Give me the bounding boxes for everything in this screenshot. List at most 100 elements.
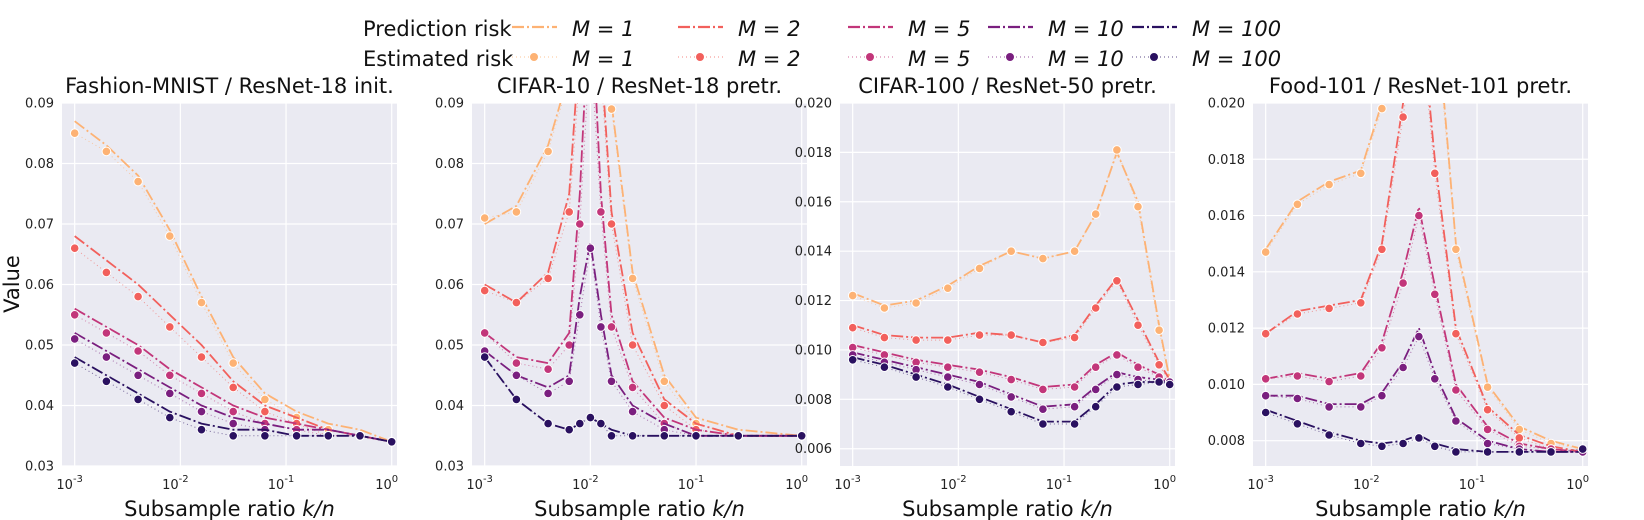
estimated-risk-point [1356, 168, 1366, 179]
estimated-risk-point [943, 283, 953, 294]
y-tick-label: 0.09 [25, 97, 54, 112]
estimated-risk-point [543, 388, 553, 399]
prediction-risk-line [74, 235, 392, 443]
estimated-risk-point [1482, 424, 1493, 435]
estimated-risk-point [1414, 433, 1424, 443]
estimated-risk-point [1398, 112, 1408, 122]
estimated-risk-point [1451, 385, 1461, 395]
y-tick-label: 0.016 [795, 195, 832, 210]
y-tick-label: 0.008 [795, 393, 832, 408]
estimated-risk-point [847, 355, 858, 365]
prediction-risk-line [484, 103, 802, 437]
y-tick-label: 0.014 [1208, 265, 1245, 280]
estimated-risk-point [606, 322, 617, 332]
estimated-risk-point [796, 431, 807, 441]
estimated-risk-point [1038, 253, 1048, 264]
x-tick-label: 100 [1566, 474, 1589, 493]
legend-marker-swatch [1149, 52, 1159, 62]
legend-marker-swatch [1005, 52, 1015, 62]
legend-label-estimated: M = 5 [908, 47, 970, 71]
legend: Prediction risk Estimated risk M = 1M = … [363, 17, 1281, 71]
estimated-risk-point [1006, 374, 1017, 385]
estimated-risk-point [1090, 303, 1101, 313]
estimated-risk-point [69, 334, 80, 344]
legend-entry: M = 5 M = 5 [848, 17, 970, 71]
legend-entry: M = 1 M = 1 [512, 17, 634, 71]
estimated-risk-point [1414, 331, 1424, 342]
estimated-risk-point [479, 328, 490, 338]
estimated-risk-point [1546, 447, 1556, 457]
y-tick-label: 0.04 [435, 399, 464, 414]
estimated-risk-point [165, 231, 175, 241]
estimated-risk-point [1398, 278, 1408, 288]
chart-panel: 0.006 0.008 0.010 0.012 0.014 0.016 0.018 0.020… [795, 74, 1176, 520]
estimated-risk-point [1356, 438, 1366, 449]
estimated-risk-point [133, 291, 143, 302]
estimated-risk-point [1356, 402, 1366, 412]
legend-label-estimated: M = 100 [1192, 47, 1281, 71]
x-tick-label: 10-2 [940, 474, 967, 493]
estimated-risk-point [479, 285, 490, 296]
legend-marker-swatch [695, 52, 705, 62]
estimated-risk-point [355, 431, 365, 441]
estimated-risk-point [1292, 309, 1303, 319]
estimated-risk-point [879, 362, 890, 373]
estimated-risk-point [627, 406, 638, 417]
x-tick-label: 10-1 [1046, 474, 1073, 493]
y-tick-label: 0.09 [435, 97, 464, 112]
chart-title: CIFAR-100 / ResNet-50 pretr. [858, 74, 1157, 98]
estimated-risk-point [165, 322, 175, 332]
estimated-risk-point [847, 322, 858, 333]
estimated-risk-point [1006, 330, 1017, 340]
x-axis-label: Subsample ratio k/n [534, 497, 745, 520]
estimated-risk-point [733, 431, 744, 441]
y-tick-label: 0.012 [795, 294, 832, 309]
x-tick-label: 10-3 [466, 474, 493, 493]
estimated-risk-point [69, 128, 80, 138]
estimated-risk-point [1090, 401, 1101, 412]
estimated-risk-point [1112, 145, 1122, 155]
estimated-risk-point [1133, 320, 1143, 331]
estimated-risk-point [1398, 438, 1408, 449]
estimated-risk-point [606, 104, 617, 114]
prediction-risk-line [484, 103, 802, 437]
plot-area [1253, 103, 1588, 466]
estimated-risk-point [1377, 343, 1387, 353]
x-axis-label: Subsample ratio k/n [902, 497, 1113, 520]
estimated-risk-point [1260, 407, 1271, 418]
estimated-risk-point [1431, 0, 1440, 9]
legend-label-estimated: M = 1 [572, 47, 634, 71]
x-tick-label: 100 [1153, 474, 1176, 493]
x-tick-label: 10-1 [678, 474, 705, 493]
estimated-risk-point [606, 431, 617, 441]
y-tick-label: 0.010 [1208, 378, 1245, 393]
chart-panel: 0.03 0.04 0.05 0.06 0.07 0.08 0.09 10-3 10-2 10-1… [25, 74, 398, 520]
legend-entry: M = 100 M = 100 [1132, 17, 1281, 71]
y-tick-label: 0.05 [25, 339, 54, 354]
estimated-risk-point [1451, 328, 1461, 339]
estimated-risk-point [101, 376, 112, 387]
estimated-risk-point [943, 372, 953, 382]
y-tick-label: 0.006 [795, 442, 832, 457]
estimated-risk-point [101, 328, 112, 338]
estimated-risk-point [1260, 390, 1271, 401]
estimated-risk-point [659, 376, 670, 387]
estimated-risk-point [1069, 419, 1080, 429]
y-tick-label: 0.06 [435, 278, 464, 293]
estimated-risk-point [133, 394, 143, 405]
estimated-risk-point [1356, 298, 1366, 308]
estimated-risk-point [847, 290, 858, 301]
estimated-risk-point [1356, 371, 1366, 381]
estimated-risk-point [1292, 393, 1303, 404]
estimated-risk-point [323, 431, 334, 441]
estimated-risk-point [196, 406, 207, 417]
estimated-risk-point [585, 412, 596, 423]
y-tick-label: 0.018 [795, 146, 832, 161]
estimated-risk-point [543, 364, 553, 375]
legend-marker-swatch [865, 52, 875, 62]
estimated-risk-line [74, 314, 392, 443]
estimated-risk-point [511, 297, 522, 308]
estimated-risk-point [165, 370, 175, 381]
estimated-risk-point [1069, 246, 1080, 256]
estimated-risk-point [196, 388, 207, 399]
